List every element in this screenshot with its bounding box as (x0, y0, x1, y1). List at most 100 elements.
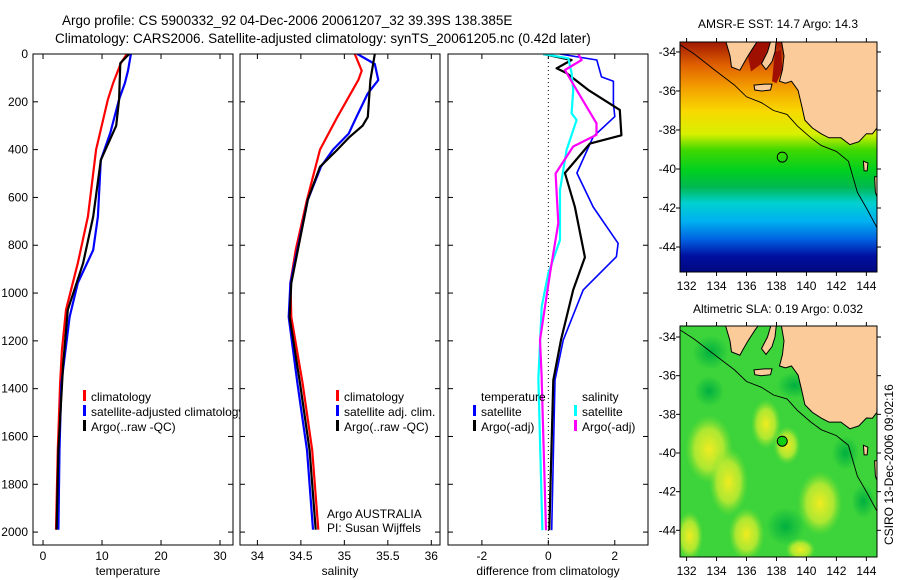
series-line-satellite-adj-clim- (287, 54, 380, 530)
difference-xlabel: difference from climatology (476, 564, 619, 578)
axes-frame (32, 53, 234, 546)
sla-low-patch (692, 335, 729, 370)
y-tick-label: 1200 (1, 334, 28, 348)
figure-title-line2: Climatology: CARS2006. Satellite-adjuste… (55, 31, 591, 46)
x-tick-label: 35.5 (376, 549, 400, 563)
series-group (287, 54, 380, 530)
sla-map-panel: 132 134 136 138 140 142 144 -34 -36 -38 -40 -42 -44 (659, 322, 881, 578)
salinity-legend: climatology satellite adj. clim. Argo(..… (327, 390, 435, 535)
legend-swatch-argo (336, 420, 339, 431)
legend-swatch-sal-argo (574, 420, 577, 431)
series-line-argo-raw-qc- (288, 54, 376, 530)
lon-tick-label: 134 (707, 564, 727, 578)
lon-tick-label: 140 (796, 564, 816, 578)
land-polygon (778, 42, 877, 146)
x-tick-label: 34.5 (289, 549, 313, 563)
lat-tick-label: -40 (659, 162, 677, 176)
argo-float-marker (776, 151, 788, 163)
shelf-contour-line (680, 329, 877, 512)
y-tick-label: 600 (8, 190, 28, 204)
land-polygon (753, 83, 773, 92)
y-tick-label: 2000 (1, 525, 28, 539)
legend-swatch-argo (83, 420, 86, 431)
sst-map-title: AMSR-E SST: 14.7 Argo: 14.3 (698, 17, 858, 31)
sla-high-patch (773, 426, 801, 465)
y-tick-label: 1600 (1, 429, 28, 443)
legend-group-title: temperature (481, 390, 546, 404)
x-tick-label: 36 (425, 549, 439, 563)
x-tick-label: 30 (213, 549, 227, 563)
argo-float-marker (776, 435, 788, 447)
gulf-st-vincent (772, 50, 783, 84)
x-tick-label: 2 (611, 549, 618, 563)
temperature-legend: climatology satellite-adjusted climatolo… (83, 390, 240, 434)
x-tick-label: 0 (545, 549, 552, 563)
land-polygon (874, 176, 877, 199)
y-tick-label: 800 (8, 238, 28, 252)
sla-high-patch (709, 447, 749, 517)
land-polygon (862, 444, 869, 456)
legend-swatch-climatology (336, 390, 339, 401)
difference-legend: temperature satellite Argo(-adj) salinit… (473, 390, 635, 434)
series-line-climatology (289, 54, 363, 530)
legend-label: satellite (582, 405, 623, 419)
sla-low-patch (851, 484, 876, 519)
lat-tick-label: -44 (659, 523, 677, 537)
lon-tick-label: 144 (856, 279, 876, 293)
map-frame (679, 41, 878, 273)
land-polygon (760, 42, 777, 71)
sla-low-patch (831, 435, 859, 471)
lon-tick-label: 136 (736, 564, 756, 578)
series-group (537, 54, 623, 531)
land-polygon (760, 326, 777, 356)
lon-tick-label: 140 (796, 279, 816, 293)
sla-high-patch (797, 470, 843, 536)
y-tick-label: 0 (21, 47, 28, 61)
legend-label: Argo(-adj) (582, 420, 635, 434)
series-line-salinity-satellite (537, 54, 578, 531)
figure-title-line1: Argo profile: CS 5900332_92 04-Dec-2006 … (62, 13, 512, 28)
lon-tick-label: 144 (856, 564, 876, 578)
lat-tick-label: -34 (659, 330, 677, 344)
legend-group-title: salinity (582, 390, 619, 404)
series-line-climatology (54, 54, 128, 530)
lat-tick-label: -36 (659, 369, 677, 383)
sla-high-patch (728, 507, 765, 557)
sla-high-patch (785, 538, 816, 557)
legend-label: Argo(..raw -QC) (344, 420, 429, 434)
lon-tick-label: 138 (766, 279, 786, 293)
legend-swatch-temp-satellite (473, 405, 476, 416)
land-polygon (753, 368, 773, 377)
legend-label: Argo(..raw -QC) (91, 420, 176, 434)
lat-tick-label: -36 (659, 84, 677, 98)
legend-label: Argo(-adj) (481, 420, 534, 434)
salinity-profile-panel: 34 34.5 35 35.5 36 (239, 53, 441, 563)
lat-tick-label: -44 (659, 240, 677, 254)
y-tick-label: 1000 (1, 286, 28, 300)
x-tick-label: 20 (154, 549, 168, 563)
lon-tick-label: 142 (826, 279, 846, 293)
y-tick-label: 200 (8, 95, 28, 109)
y-tick-label: 1400 (1, 382, 28, 396)
x-tick-label: 34 (251, 549, 265, 563)
legend-label: satellite adj. clim. (344, 405, 435, 419)
legend-label: climatology (91, 390, 151, 404)
legend-label: climatology (344, 390, 404, 404)
lat-tick-label: -38 (659, 123, 677, 137)
land-polygon (725, 42, 758, 71)
sst-map-panel: 132 134 136 138 140 142 144 -34 -36 -38 -40 -42 -44 (659, 38, 881, 293)
land-polygon (874, 460, 877, 482)
difference-panel: -2 0 2 (447, 53, 649, 563)
temperature-xlabel: temperature (96, 564, 161, 578)
csiro-timestamp: CSIRO 13-Dec-2006 09:02:16 (882, 384, 896, 545)
lon-tick-label: 138 (766, 564, 786, 578)
lon-tick-label: 132 (677, 564, 697, 578)
legend-swatch-temp-argo (473, 420, 476, 431)
sla-high-patch (750, 399, 781, 449)
shelf-contour-line (680, 44, 877, 228)
land-polygon (862, 160, 869, 172)
series-line-satellite-adjusted-climatology (57, 54, 132, 530)
axes-frame (239, 53, 441, 546)
map-content (680, 42, 877, 272)
